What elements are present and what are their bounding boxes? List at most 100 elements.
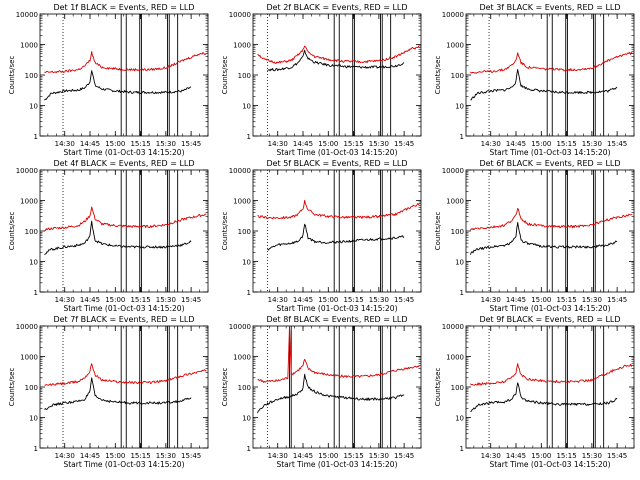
chart-panel-8: Det 8f BLACK = Events, RED = LLD 1 10 100 10…	[221, 315, 422, 469]
chart-title: Det 5f BLACK = Events, RED = LLD	[266, 159, 407, 168]
plot-frame	[465, 13, 635, 137]
y-tick-label: 1	[460, 133, 464, 141]
x-tick-label: 14:30	[268, 140, 288, 148]
y-tick-label: 10	[242, 415, 251, 423]
x-tick-label: 15:45	[394, 296, 414, 304]
x-tick-label: 15:15	[343, 296, 363, 304]
plot-frame	[465, 169, 635, 293]
x-tick-label: 15:45	[607, 296, 627, 304]
x-tick-label: 14:30	[55, 452, 75, 460]
x-tick-label: 15:00	[531, 140, 551, 148]
y-tick-label: 1	[247, 133, 251, 141]
x-axis-label: Start Time (01-Oct-03 14:15:20)	[489, 148, 610, 157]
y-tick-label: 100	[25, 228, 38, 236]
x-tick-label: 14:45	[80, 452, 100, 460]
x-tick-label: 15:00	[105, 140, 125, 148]
y-tick-label: 10	[29, 259, 38, 267]
series-line-lld	[257, 325, 420, 383]
y-tick-label: 10000	[16, 323, 38, 331]
plot-frame	[39, 13, 209, 137]
x-tick-label: 15:30	[156, 452, 176, 460]
x-tick-label: 15:30	[582, 296, 602, 304]
x-tick-label: 15:45	[394, 140, 414, 148]
y-axis-label: Counts/sec	[221, 212, 229, 251]
x-tick-label: 15:15	[556, 296, 576, 304]
y-tick-label: 1	[247, 289, 251, 297]
x-tick-label: 14:30	[481, 452, 501, 460]
chart-title: Det 2f BLACK = Events, RED = LLD	[266, 3, 407, 12]
x-tick-label: 15:00	[318, 140, 338, 148]
plot-frame	[252, 169, 422, 293]
y-tick-label: 100	[451, 384, 464, 392]
series-line-lld	[44, 206, 207, 232]
x-tick-label: 14:30	[481, 140, 501, 148]
series-line-lld	[44, 363, 207, 386]
x-tick-label: 15:15	[130, 140, 150, 148]
x-tick-label: 15:00	[318, 452, 338, 460]
x-tick-label: 15:45	[181, 140, 201, 148]
y-tick-label: 1	[34, 445, 38, 453]
x-tick-label: 15:00	[318, 296, 338, 304]
y-tick-label: 100	[238, 72, 251, 80]
chart-title: Det 4f BLACK = Events, RED = LLD	[53, 159, 194, 168]
y-tick-label: 1000	[20, 198, 38, 206]
x-tick-label: 14:45	[293, 296, 313, 304]
series-line-events	[470, 69, 618, 101]
y-tick-label: 1	[34, 133, 38, 141]
x-tick-label: 15:15	[130, 452, 150, 460]
chart-panel-3: Det 3f BLACK = Events, RED = LLD 1 10 100 10…	[434, 3, 635, 157]
x-axis-label: Start Time (01-Oct-03 14:15:20)	[276, 304, 397, 313]
y-tick-label: 10	[29, 415, 38, 423]
y-axis-label: Counts/sec	[8, 212, 16, 251]
chart-title: Det 7f BLACK = Events, RED = LLD	[53, 315, 194, 324]
x-tick-label: 14:45	[293, 452, 313, 460]
y-tick-label: 10000	[229, 323, 251, 331]
series-line-events	[44, 70, 192, 101]
x-tick-label: 15:45	[394, 452, 414, 460]
series-line-events	[267, 223, 405, 251]
x-tick-label: 15:30	[156, 140, 176, 148]
chart-panel-5: Det 5f BLACK = Events, RED = LLD 1 10 100 10…	[221, 159, 422, 313]
y-tick-label: 1000	[20, 354, 38, 362]
y-tick-label: 10000	[229, 11, 251, 19]
series-line-events	[44, 377, 192, 410]
y-tick-label: 100	[238, 228, 251, 236]
x-tick-label: 15:30	[582, 140, 602, 148]
y-tick-label: 10000	[442, 11, 464, 19]
y-tick-label: 10000	[442, 167, 464, 175]
x-tick-label: 15:15	[343, 452, 363, 460]
series-line-events	[470, 382, 618, 413]
x-axis-label: Start Time (01-Oct-03 14:15:20)	[276, 148, 397, 157]
y-tick-label: 10	[455, 259, 464, 267]
series-line-lld	[257, 199, 420, 220]
y-axis-label: Counts/sec	[434, 212, 442, 251]
y-tick-label: 10	[29, 103, 38, 111]
y-tick-label: 1000	[446, 198, 464, 206]
y-tick-label: 100	[25, 72, 38, 80]
chart-panel-9: Det 9f BLACK = Events, RED = LLD 1 10 100 10…	[434, 315, 635, 469]
x-tick-label: 15:45	[181, 296, 201, 304]
x-tick-label: 14:30	[481, 296, 501, 304]
series-line-events	[470, 221, 618, 255]
x-tick-label: 15:00	[105, 296, 125, 304]
x-tick-label: 14:30	[268, 296, 288, 304]
y-tick-label: 10	[455, 103, 464, 111]
plot-frame	[252, 13, 422, 137]
y-tick-label: 1000	[446, 42, 464, 50]
x-tick-label: 15:45	[181, 452, 201, 460]
x-tick-label: 15:30	[156, 296, 176, 304]
y-axis-label: Counts/sec	[8, 368, 16, 407]
y-tick-label: 100	[238, 384, 251, 392]
y-axis-label: Counts/sec	[434, 56, 442, 95]
x-tick-label: 15:45	[607, 140, 627, 148]
x-tick-label: 15:15	[556, 140, 576, 148]
x-tick-label: 14:30	[268, 452, 288, 460]
series-line-lld	[44, 51, 207, 74]
x-tick-label: 15:00	[105, 452, 125, 460]
y-tick-label: 1000	[446, 354, 464, 362]
x-tick-label: 15:30	[369, 296, 389, 304]
y-tick-label: 1000	[233, 354, 251, 362]
y-tick-label: 10	[455, 415, 464, 423]
x-axis-label: Start Time (01-Oct-03 14:15:20)	[63, 460, 184, 469]
